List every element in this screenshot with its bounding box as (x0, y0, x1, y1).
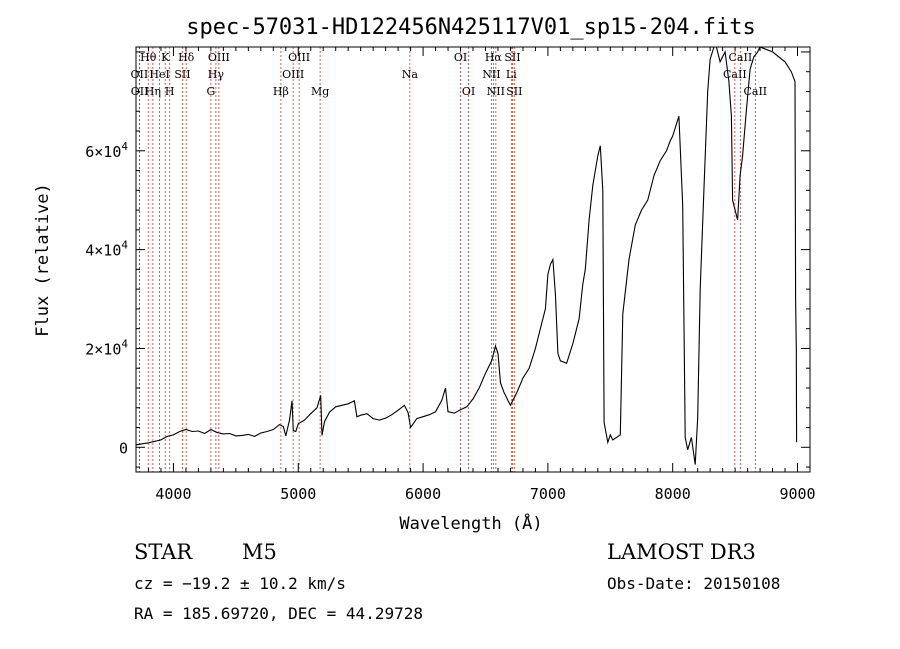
marker-label-19: NII (482, 68, 500, 81)
marker-label-18: OI (462, 85, 475, 98)
x-tick-label-7000: 7000 (530, 485, 566, 503)
marker-label-23: SII (504, 51, 520, 64)
marker-label-14: OIII (288, 51, 310, 64)
spectrum-line (135, 46, 798, 465)
marker-label-10: Hγ (208, 68, 225, 81)
x-tick-label-4000: 4000 (155, 485, 191, 503)
marker-label-21: NII (487, 85, 505, 98)
x-tick-label-9000: 9000 (779, 485, 815, 503)
survey-name: LAMOST DR3 (607, 540, 756, 564)
obs-date: Obs-Date: 20150108 (607, 574, 781, 593)
marker-label-4: HeI (149, 68, 169, 81)
line-markers (138, 47, 756, 472)
line-marker-labels: OIIOIIHθHηHeIKHSIIHδGHγOIIIHβOIIIOIIIMgN… (131, 51, 768, 98)
y-tick-label-40000: 4×104 (85, 239, 128, 260)
x-axis: 4000 5000 6000 7000 8000 9000 (135, 47, 816, 503)
redshift-value: cz = −19.2 ± 10.2 km/s (134, 574, 346, 593)
marker-label-11: OIII (208, 51, 230, 64)
coordinates: RA = 185.69720, DEC = 44.29728 (134, 604, 423, 623)
x-axis-label: Wavelength (Å) (399, 512, 542, 534)
marker-label-13: OIII (282, 68, 304, 81)
marker-label-25: CaII (723, 68, 747, 81)
marker-label-16: Na (402, 68, 419, 81)
marker-label-12: Hβ (273, 85, 289, 98)
marker-label-2: Hθ (140, 51, 157, 64)
object-class: STAR (134, 540, 193, 564)
marker-label-7: SII (174, 68, 190, 81)
marker-label-22: Li (506, 68, 517, 81)
marker-label-8: Hδ (178, 51, 195, 64)
marker-label-17: OI (454, 51, 467, 64)
y-tick-label-60000: 6×104 (85, 140, 128, 161)
marker-label-0: OII (131, 68, 149, 81)
marker-label-6: H (165, 85, 175, 98)
marker-label-9: G (206, 85, 215, 98)
y-axis: 0 2×104 4×104 6×104 (85, 51, 810, 468)
x-tick-label-5000: 5000 (280, 485, 316, 503)
marker-label-20: Hα (485, 51, 503, 64)
object-subclass: M5 (242, 540, 277, 564)
marker-label-15: Mg (311, 85, 329, 98)
marker-label-3: Hη (145, 85, 161, 98)
marker-label-26: CaII (729, 51, 753, 64)
y-tick-label-20000: 2×104 (85, 337, 128, 358)
marker-label-24: SII (506, 85, 522, 98)
chart-title: spec-57031-HD122456N425117V01_sp15-204.f… (186, 15, 756, 40)
marker-label-27: CaII (743, 85, 767, 98)
x-tick-label-8000: 8000 (655, 485, 691, 503)
y-tick-label-0: 0 (119, 439, 128, 457)
plot-frame (135, 46, 811, 473)
marker-label-5: K (161, 51, 170, 64)
x-tick-label-6000: 6000 (405, 485, 441, 503)
y-axis-label: Flux (relative) (33, 183, 53, 337)
